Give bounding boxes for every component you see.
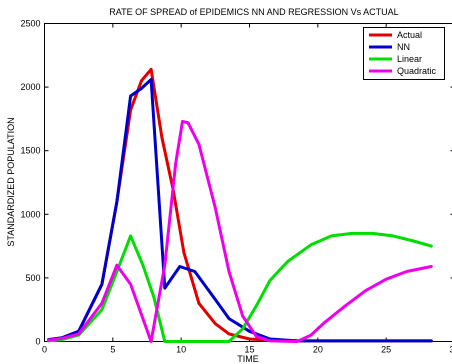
legend-label-nn: NN (397, 42, 410, 52)
x-tick-label: 30 (449, 345, 452, 355)
x-axis-label: TIME (237, 354, 259, 364)
series-layer (47, 67, 433, 343)
x-tick-label: 5 (110, 345, 115, 355)
x-tick-label: 20 (313, 345, 323, 355)
y-axis-label: STANDARDIZED POPULATION (6, 117, 16, 246)
legend-label-actual: Actual (397, 30, 422, 40)
y-tick-label: 2500 (20, 19, 40, 29)
series-line-linear (47, 231, 433, 343)
chart-title: RATE OF SPREAD of EPIDEMICS NN AND REGRE… (109, 7, 398, 17)
y-tick-label: 0 (35, 337, 40, 347)
legend-label-linear: Linear (397, 54, 422, 64)
axis-ticks: 0 5 10 15 20 25 30 0 500 1000 1500 2000 2500 (20, 19, 452, 355)
legend: Actual NN Linear Quadratic (363, 27, 445, 80)
x-tick-label: 0 (42, 345, 47, 355)
legend-label-quadratic: Quadratic (397, 66, 437, 76)
x-tick-label: 10 (176, 345, 186, 355)
y-tick-label: 1500 (20, 146, 40, 156)
x-tick-label: 15 (244, 345, 254, 355)
y-tick-label: 500 (25, 273, 40, 283)
series-line-quadratic (47, 119, 433, 343)
x-tick-label: 25 (381, 345, 391, 355)
y-tick-label: 2000 (20, 82, 40, 92)
y-tick-label: 1000 (20, 209, 40, 219)
